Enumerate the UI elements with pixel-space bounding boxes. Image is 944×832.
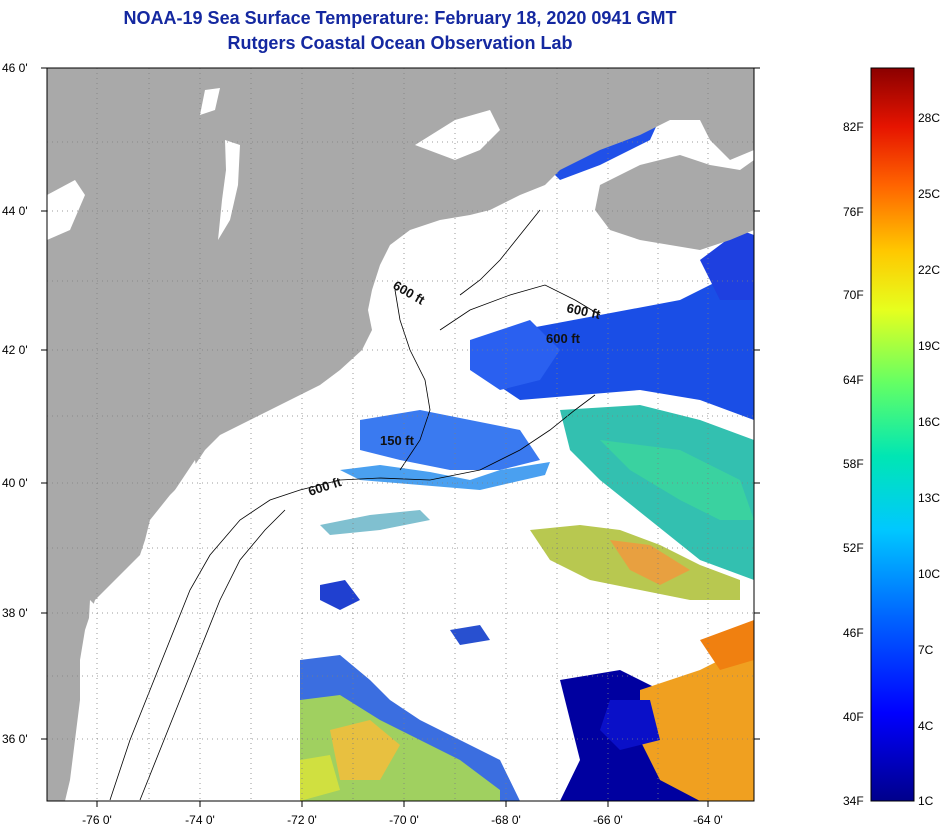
lon-label-70: -70 0' [389, 813, 419, 827]
lat-label-38: 38 0' [2, 606, 28, 620]
colorbar-c-25: 25C [918, 187, 941, 201]
land-mass [47, 68, 754, 801]
colorbar-f-52: 52F [843, 541, 864, 555]
lat-label-40: 40 0' [2, 476, 28, 490]
colorbar-f-82: 82F [843, 120, 864, 134]
lon-label-72: -72 0' [287, 813, 317, 827]
lon-label-74: -74 0' [185, 813, 215, 827]
lon-label-64: -64 0' [693, 813, 723, 827]
colorbar-c-4: 4C [918, 719, 934, 733]
colorbar-f-34: 34F [843, 794, 864, 808]
colorbar-f-64: 64F [843, 373, 864, 387]
contour-label-600ft-b: 600 ft [565, 300, 602, 322]
contour-label-600ft-c: 600 ft [546, 331, 581, 346]
lat-label-42: 42 0' [2, 343, 28, 357]
colorbar-f-70: 70F [843, 288, 864, 302]
colorbar-c-28: 28C [918, 111, 941, 125]
colorbar-f-58: 58F [843, 457, 864, 471]
map-title: NOAA-19 Sea Surface Temperature: Februar… [123, 8, 677, 28]
contour-label-150ft: 150 ft [380, 433, 415, 448]
colorbar-c-16: 16C [918, 415, 941, 429]
axis-ticks [41, 67, 760, 807]
lon-label-68: -68 0' [491, 813, 521, 827]
colorbar-c-13: 13C [918, 491, 941, 505]
colorbar-c-19: 19C [918, 339, 941, 353]
lon-label-66: -66 0' [593, 813, 623, 827]
lat-lon-grid [47, 68, 754, 801]
colorbar-c-10: 10C [918, 567, 941, 581]
colorbar [870, 67, 915, 802]
colorbar-c-1: 1C [918, 794, 934, 808]
colorbar-c-22: 22C [918, 263, 941, 277]
colorbar-f-46: 46F [843, 626, 864, 640]
colorbar-f-76: 76F [843, 205, 864, 219]
colorbar-f-40: 40F [843, 710, 864, 724]
map-subtitle: Rutgers Coastal Ocean Observation Lab [227, 33, 573, 53]
lat-label-44: 44 0' [2, 204, 28, 218]
map-border [46, 67, 755, 802]
colorbar-c-7: 7C [918, 643, 934, 657]
lat-label-36: 36 0' [2, 732, 28, 746]
depth-contours [109, 209, 601, 801]
lat-label-46: 46 0' [2, 61, 28, 75]
lon-label-76: -76 0' [82, 813, 112, 827]
